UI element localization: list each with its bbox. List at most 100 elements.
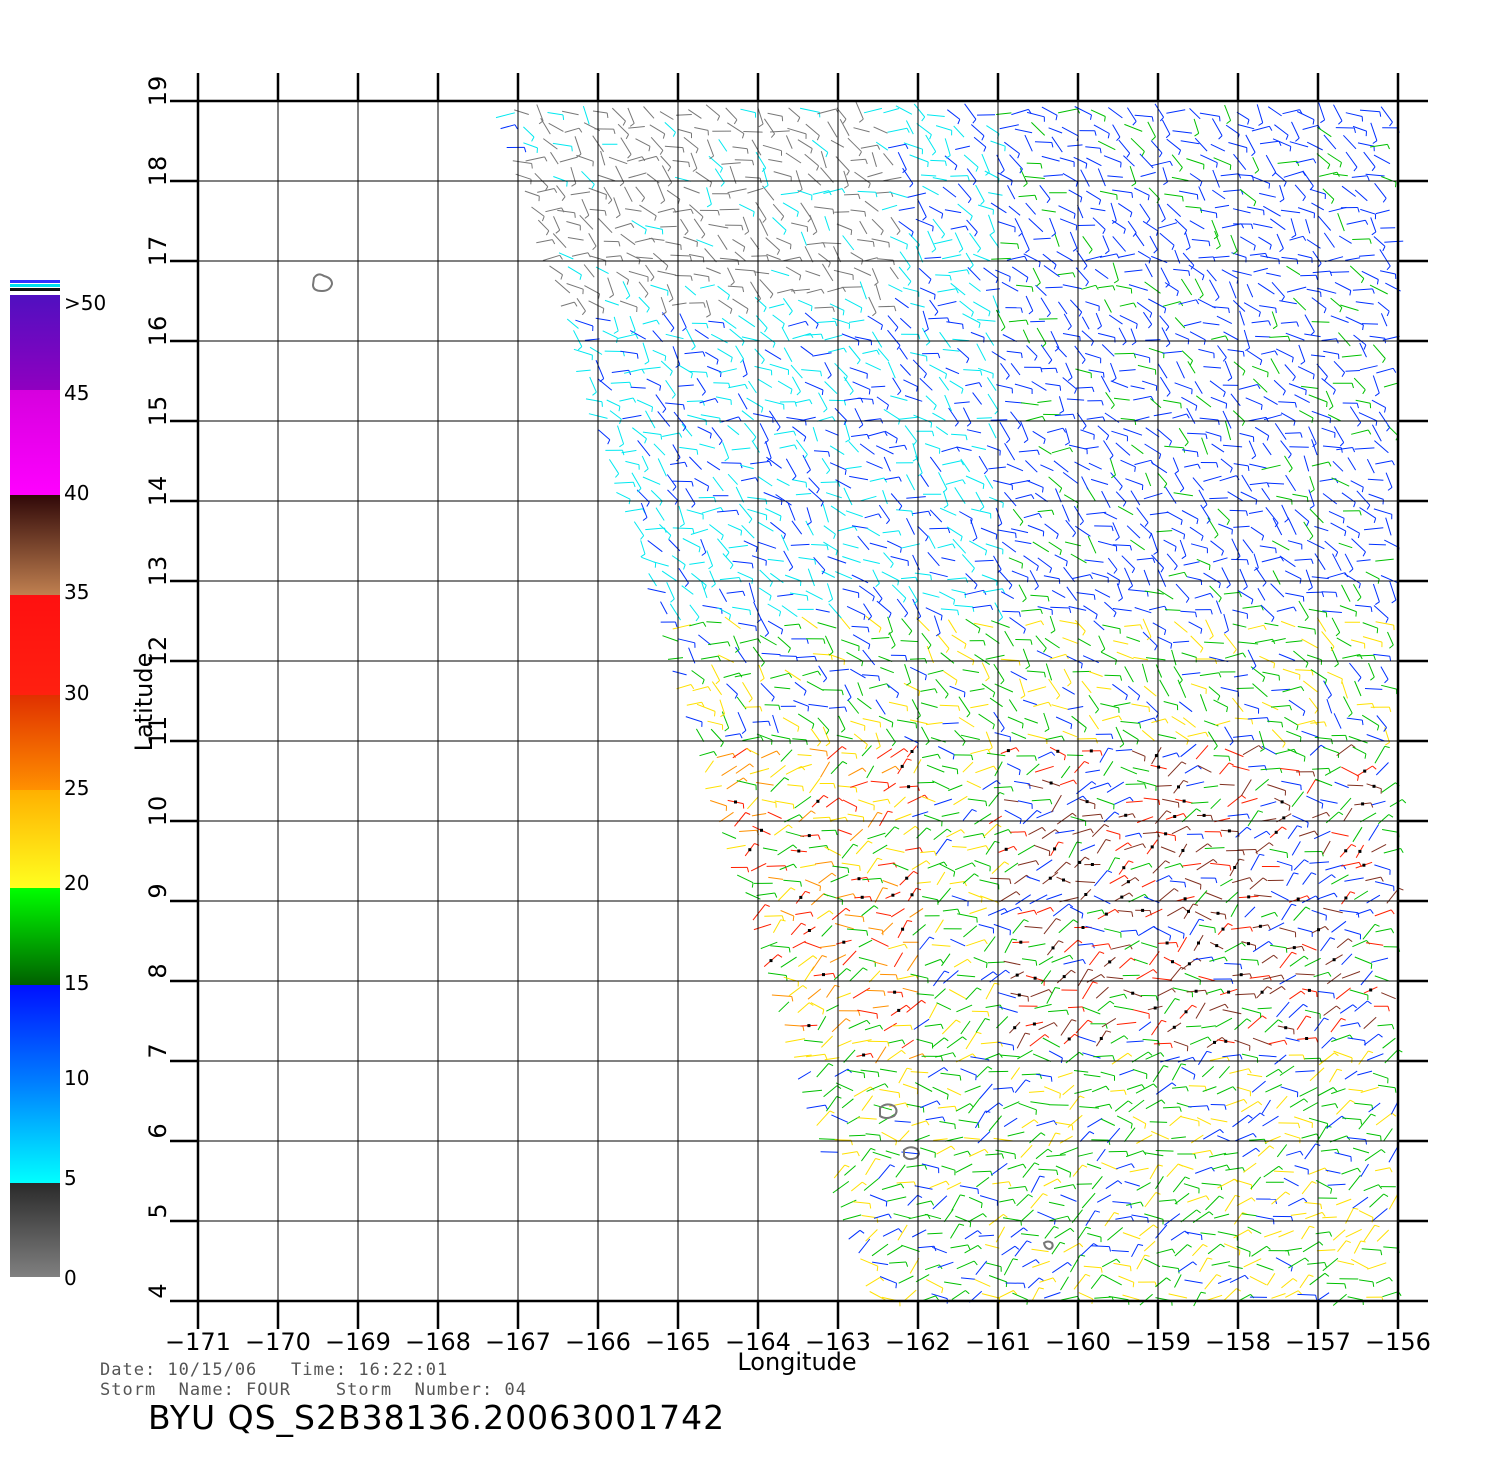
wind-barb xyxy=(867,431,885,437)
wind-barb xyxy=(920,850,935,854)
wind-barb xyxy=(948,784,963,792)
wind-barb xyxy=(1159,376,1171,393)
wind-barb-flag xyxy=(1272,325,1278,330)
wind-barb-flag xyxy=(1059,1241,1066,1245)
wind-barb-flag xyxy=(1330,646,1335,652)
wind-barb xyxy=(752,720,769,723)
wind-barb xyxy=(1162,301,1181,307)
wind-barb xyxy=(1036,906,1051,914)
wind-barb xyxy=(962,669,980,673)
wind-barb xyxy=(585,398,603,403)
wind-barb-flag xyxy=(1324,721,1327,727)
wind-barb xyxy=(635,186,645,199)
wind-barb-flag xyxy=(799,814,804,819)
wind-barb xyxy=(1346,525,1360,534)
wind-barb xyxy=(888,632,896,646)
wind-barb xyxy=(727,188,747,194)
wind-barb xyxy=(1137,717,1155,724)
wind-barb-flag xyxy=(1169,440,1173,446)
wind-barb-flag xyxy=(1144,1254,1150,1257)
wind-barb xyxy=(708,641,728,646)
wind-barb xyxy=(1130,862,1150,870)
wind-barb xyxy=(1193,1292,1202,1307)
wind-barb xyxy=(1306,795,1324,805)
wind-barb xyxy=(1218,523,1233,530)
wind-barb xyxy=(729,328,745,342)
wind-barb xyxy=(798,810,812,823)
wind-barb-flag xyxy=(702,351,706,357)
wind-barb xyxy=(774,824,789,836)
wind-barb-flag xyxy=(903,748,909,753)
wind-barb-flag xyxy=(911,231,914,237)
wind-barb-flag xyxy=(1231,529,1233,535)
wind-barb xyxy=(1091,1085,1107,1093)
wind-barb xyxy=(1027,784,1044,789)
wind-barb xyxy=(1330,522,1347,532)
wind-barb-flag xyxy=(1022,1163,1027,1169)
wind-barb xyxy=(1119,369,1136,372)
wind-barb-flag xyxy=(1104,823,1110,828)
wind-barb xyxy=(1205,1195,1220,1211)
wind-barb xyxy=(862,349,878,354)
wind-barb xyxy=(1339,909,1359,914)
wind-barb xyxy=(1086,416,1104,420)
wind-barb-flag xyxy=(1106,1030,1112,1033)
wind-barb-flag xyxy=(684,582,689,588)
wind-barb-flag xyxy=(1202,1243,1208,1248)
wind-barb xyxy=(772,919,782,933)
wind-barb xyxy=(780,956,797,968)
wind-barb xyxy=(696,378,706,392)
wind-barb xyxy=(828,603,842,619)
wind-barb-flag xyxy=(1165,326,1170,332)
wind-barb xyxy=(1298,830,1315,837)
wind-barb-flag xyxy=(1259,360,1263,366)
wind-barb xyxy=(951,895,969,902)
wind-barb-flag xyxy=(1281,974,1285,980)
wind-barb xyxy=(648,573,657,587)
wind-barb xyxy=(974,860,991,867)
wind-barb xyxy=(1384,240,1404,243)
wind-barb-flag xyxy=(873,282,879,286)
wind-barb-flag xyxy=(858,424,864,429)
wind-barb xyxy=(1286,265,1301,276)
wind-barb xyxy=(958,717,975,728)
wind-barb xyxy=(758,664,765,679)
wind-barb xyxy=(1257,587,1266,601)
wind-barb-flag xyxy=(1010,786,1014,792)
rain-flag-dot xyxy=(1182,799,1186,803)
rain-flag-dot xyxy=(1184,1010,1188,1014)
wind-barb-flag xyxy=(860,307,863,313)
wind-barb xyxy=(718,368,737,374)
wind-barb xyxy=(617,333,636,339)
wind-barb xyxy=(779,655,797,657)
wind-barb-flag xyxy=(711,583,716,588)
wind-barb-flag xyxy=(1324,679,1328,685)
wind-barb xyxy=(1278,1230,1294,1238)
wind-barb-flag xyxy=(1349,1099,1355,1104)
wind-barb xyxy=(1344,929,1361,935)
wind-barb xyxy=(1010,1227,1024,1238)
wind-barb xyxy=(1287,748,1306,758)
wind-barb-flag xyxy=(637,488,642,493)
wind-barb xyxy=(808,488,824,503)
wind-barb-flag xyxy=(912,458,918,462)
wind-barb-flag xyxy=(890,563,894,569)
wind-barb xyxy=(801,616,818,629)
wind-barb xyxy=(1050,606,1070,609)
wind-barb-flag xyxy=(769,595,772,601)
wind-barb xyxy=(739,829,757,832)
wind-barb xyxy=(861,1095,874,1111)
wind-barb xyxy=(1291,841,1301,856)
wind-barb-flag xyxy=(632,397,637,403)
wind-barb xyxy=(1294,509,1310,522)
wind-barb xyxy=(1326,973,1342,985)
wind-barb xyxy=(677,638,695,644)
wind-barb xyxy=(834,407,847,421)
wind-barb-flag xyxy=(794,401,797,407)
wind-barb-flag xyxy=(1226,1164,1230,1170)
wind-barb xyxy=(738,622,756,627)
wind-barb-flag xyxy=(1036,565,1039,571)
wind-barb xyxy=(1327,671,1343,680)
wind-barb xyxy=(969,907,987,915)
wind-barb-flag xyxy=(1128,892,1134,897)
